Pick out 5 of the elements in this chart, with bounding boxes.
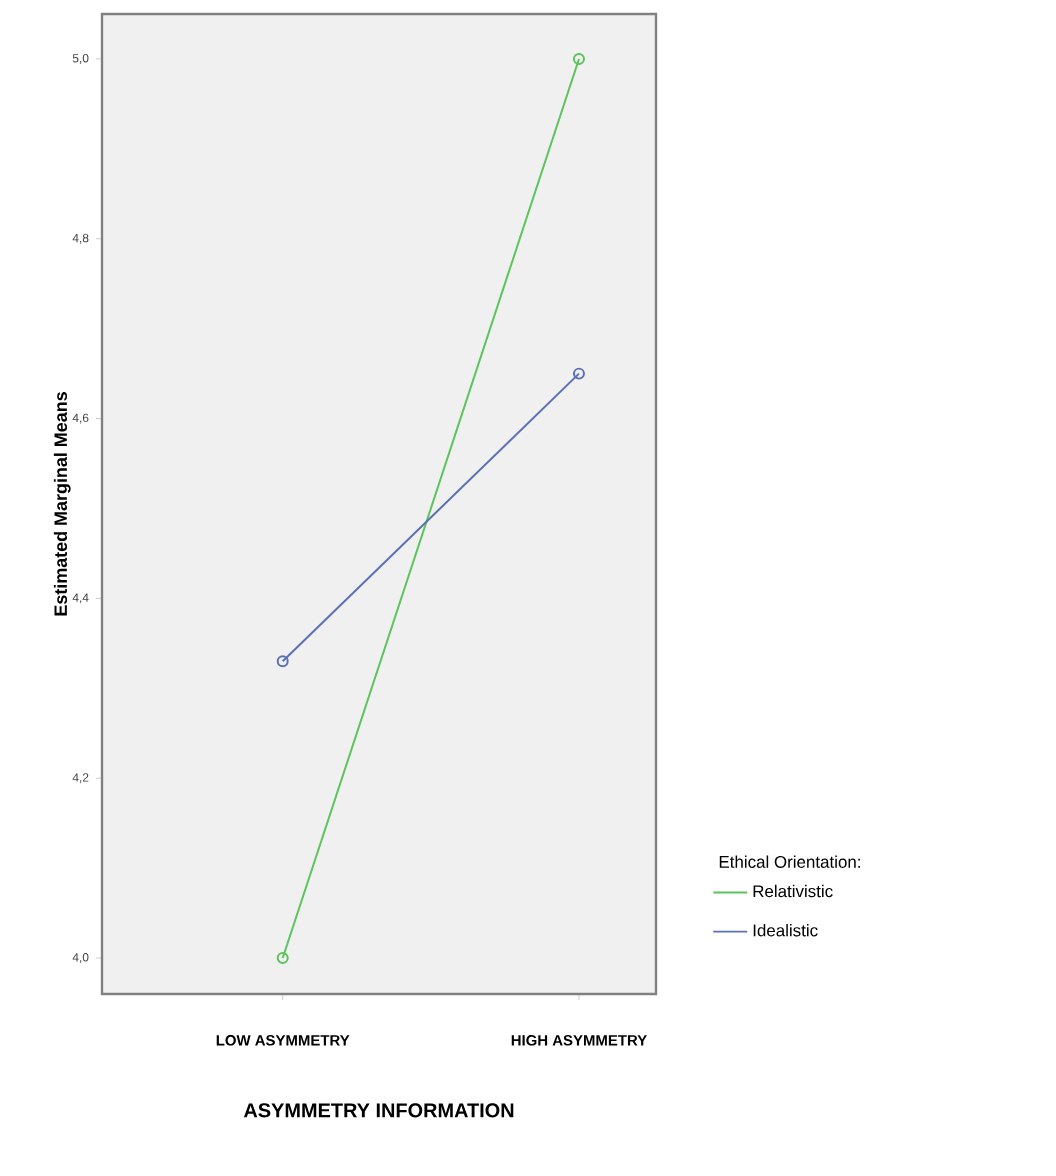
legend-title: Ethical Orientation: bbox=[719, 855, 860, 868]
y-axis-title: Estimated Marginal Means bbox=[53, 392, 71, 616]
x-axis-title: ASYMMETRY INFORMATION bbox=[243, 1103, 514, 1118]
legend-label: Idealistic bbox=[753, 923, 818, 937]
legend-label: Relativistic bbox=[753, 884, 833, 898]
